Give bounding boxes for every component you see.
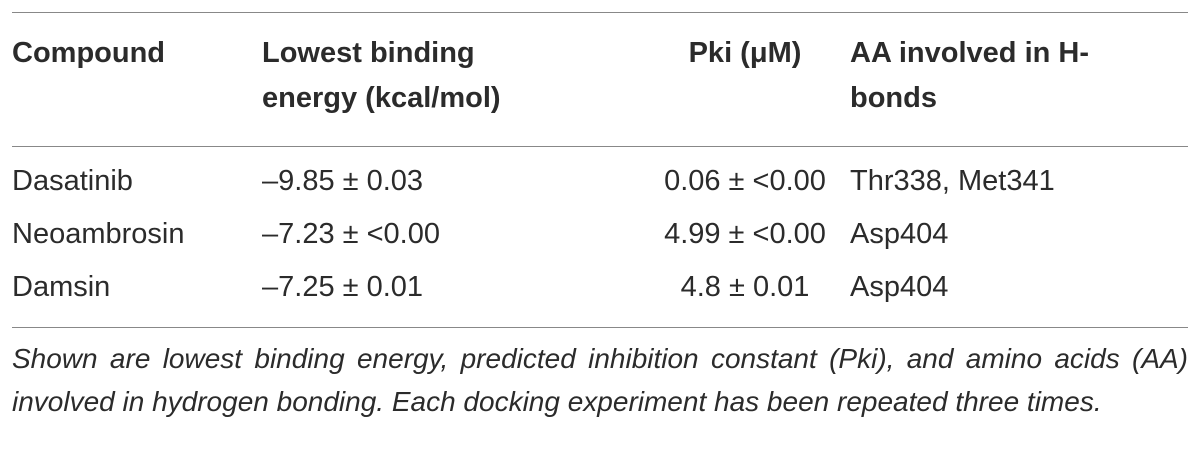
header-cell: Pki (μM): [640, 13, 850, 147]
header-text: Lowest binding energy (kcal/mol): [262, 37, 501, 114]
table-cell: Thr338, Met341: [850, 165, 1055, 197]
table-cell: –7.23 ± <0.00: [262, 218, 440, 250]
table-cell: 4.99 ± <0.00: [664, 218, 826, 250]
table-row: Neoambrosin –7.23 ± <0.00 4.99 ± <0.00 Asp4…: [12, 208, 1188, 261]
table-cell: 4.8 ± 0.01: [680, 271, 810, 303]
header-text: Compound: [12, 37, 166, 69]
header-text: Pki (μM): [688, 37, 802, 69]
table-cell: –9.85 ± 0.03: [262, 165, 424, 197]
table-cell: Neoambrosin: [12, 218, 185, 250]
table-cell: Asp404: [850, 218, 949, 250]
header-row: Compound Lowest binding energy (kcal/mol…: [12, 12, 1188, 147]
table-cell: Dasatinib: [12, 165, 133, 197]
table-cell: –7.25 ± 0.01: [262, 271, 424, 303]
footnote: Shown are lowest binding energy, predict…: [12, 343, 1188, 417]
table-cell: Asp404: [850, 271, 949, 303]
header-cell: AA involved in H-bonds: [850, 13, 1188, 147]
table-cell: Damsin: [12, 271, 111, 303]
table: Compound Lowest binding energy (kcal/mol…: [12, 12, 1188, 328]
header-cell: Lowest binding energy (kcal/mol): [262, 13, 640, 147]
header-text: AA involved in H-bonds: [850, 37, 1089, 114]
table-row: Dasatinib –9.85 ± 0.03 0.06 ± <0.00 Thr338,…: [12, 147, 1188, 209]
table-header: Compound Lowest binding energy (kcal/mol…: [12, 12, 1188, 147]
table-cell: 0.06 ± <0.00: [664, 165, 826, 197]
header-cell: Compound: [12, 13, 262, 147]
table-row: Damsin –7.25 ± 0.01 4.8 ± 0.01 Asp404: [12, 261, 1188, 328]
table-container: Compound Lowest binding energy (kcal/mol…: [12, 12, 1188, 423]
table-body: Dasatinib –9.85 ± 0.03 0.06 ± <0.00 Thr338,…: [12, 147, 1188, 328]
